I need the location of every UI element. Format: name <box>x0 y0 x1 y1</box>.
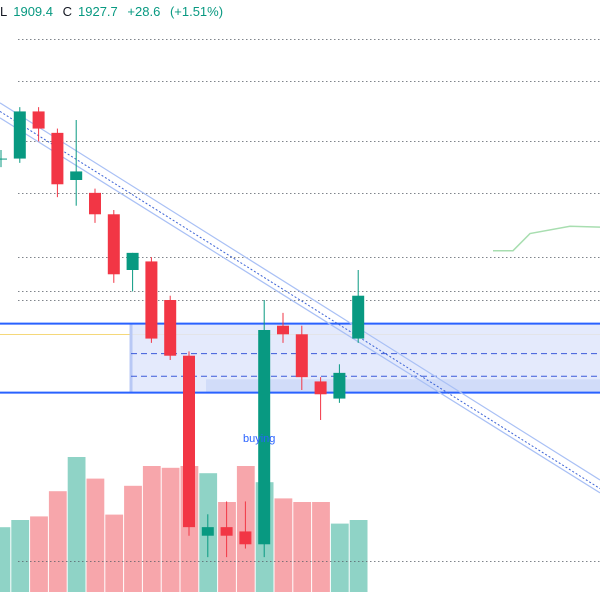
candle-body-12 <box>220 527 233 536</box>
volume-bar-19 <box>349 520 368 592</box>
volume-bar-17 <box>312 502 330 592</box>
supply-demand-zone <box>0 322 600 394</box>
candle-body-11 <box>201 527 214 536</box>
volume-bar-15 <box>274 498 293 592</box>
low-label: L <box>0 4 8 19</box>
candle-body-7 <box>126 252 139 270</box>
volume-bar-9 <box>161 467 180 592</box>
candle-11 <box>201 514 214 558</box>
candle-14 <box>258 300 271 558</box>
channel-line-2 <box>0 111 600 489</box>
candle-16 <box>295 325 308 390</box>
volume-bar-16 <box>293 502 312 592</box>
volume-bar-18 <box>330 523 349 592</box>
candle-body-3 <box>51 132 64 185</box>
descending-channel <box>0 102 600 494</box>
close-label: C <box>62 4 73 19</box>
volume-bar-0 <box>0 527 11 592</box>
zone-annotation-label: buying <box>243 433 275 445</box>
candle-body-4 <box>70 171 83 180</box>
candle-6 <box>107 210 120 283</box>
candle-4 <box>70 120 83 206</box>
candle-3 <box>51 128 64 198</box>
candle-body-19 <box>352 295 365 339</box>
candle-5 <box>89 188 101 223</box>
candle-9 <box>164 295 177 360</box>
candle-10 <box>183 351 195 536</box>
candle-body-1 <box>13 111 26 159</box>
volume-bar-4 <box>67 457 86 592</box>
candle-body-17 <box>314 381 327 395</box>
ma-line <box>493 225 600 252</box>
channel-line-1 <box>0 102 600 481</box>
candle-body-6 <box>107 214 120 275</box>
candle-13 <box>239 501 252 549</box>
low-value: 1909.4 <box>13 4 53 19</box>
volume-bar-1 <box>11 520 30 592</box>
candle-body-13 <box>239 531 252 545</box>
candle-1 <box>13 107 26 163</box>
candle-body-9 <box>164 300 177 356</box>
close-value: 1927.7 <box>78 4 118 19</box>
candle-0 <box>0 150 7 168</box>
candle-body-18 <box>333 372 346 399</box>
candle-12 <box>220 501 233 558</box>
volume-bar-5 <box>86 478 105 592</box>
candle-7 <box>126 252 139 292</box>
candle-17 <box>314 377 327 420</box>
candle-body-10 <box>183 355 195 528</box>
volume-bar-7 <box>124 485 142 592</box>
volume-bar-3 <box>48 491 67 592</box>
candle-8 <box>145 257 158 343</box>
volume-bar-2 <box>30 516 48 592</box>
ohlc-readout: L 1909.4 C 1927.7 +28.6 (+1.51%) <box>0 4 229 19</box>
zone-inner-area <box>206 379 600 393</box>
candle-body-16 <box>295 334 308 378</box>
candle-body-8 <box>145 261 158 339</box>
change-percent: (+1.51%) <box>169 4 224 19</box>
candle-18 <box>333 364 346 403</box>
candle-19 <box>352 270 365 343</box>
volume-bar-6 <box>105 514 124 592</box>
change-value: +28.6 <box>127 4 161 19</box>
candle-body-2 <box>32 111 45 129</box>
candle-2 <box>32 107 45 142</box>
candle-15 <box>277 312 289 343</box>
candlesticks <box>0 107 365 558</box>
candle-body-5 <box>89 192 101 215</box>
channel-line-0 <box>0 117 600 494</box>
candle-body-0 <box>0 158 7 160</box>
candle-body-15 <box>277 325 289 335</box>
moving-average <box>493 225 600 252</box>
volume-bar-8 <box>142 466 161 592</box>
candle-body-14 <box>258 330 271 545</box>
